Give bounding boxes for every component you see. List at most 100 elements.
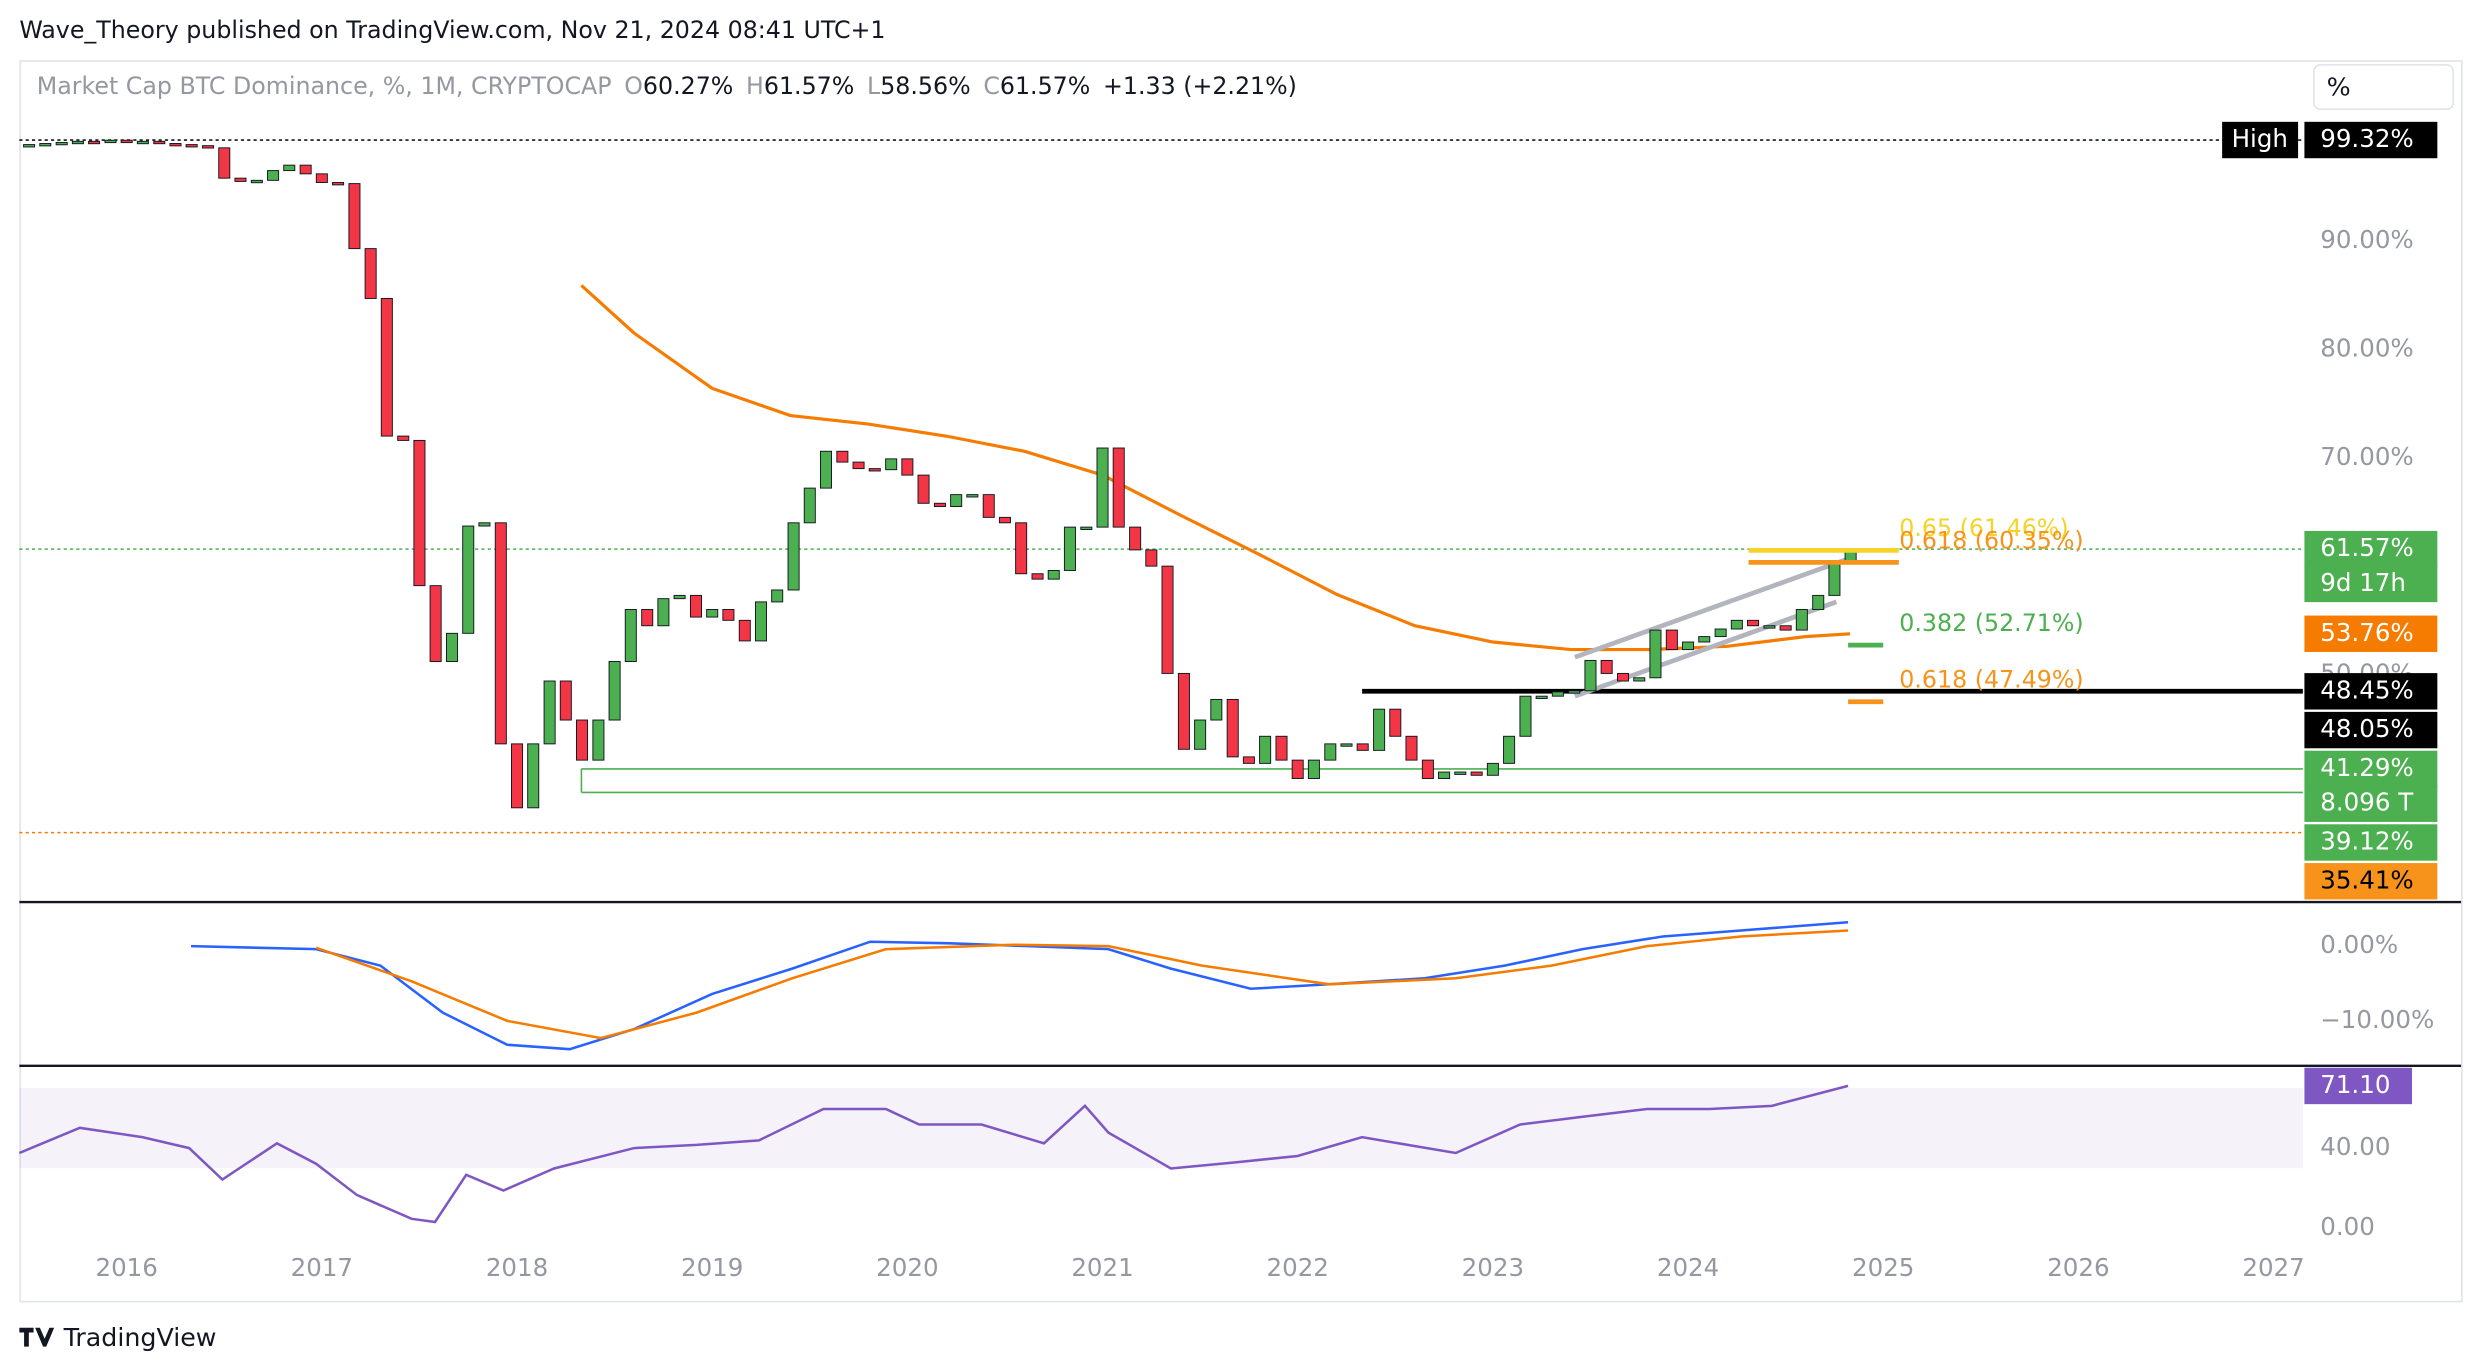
x-tick-label: 2021 bbox=[1071, 1253, 1133, 1282]
candle bbox=[462, 525, 475, 634]
candle bbox=[885, 458, 898, 471]
candle bbox=[1307, 759, 1320, 780]
candle bbox=[494, 522, 507, 745]
symbol: Market Cap BTC Dominance, %, 1M, CRYPTOC… bbox=[37, 72, 612, 100]
scale-button[interactable] bbox=[2313, 64, 2454, 110]
ohlc-value: 61.57% bbox=[764, 72, 854, 100]
candle bbox=[1470, 771, 1483, 776]
y-tick-label: 40.00 bbox=[2320, 1132, 2390, 1161]
x-tick-label: 2025 bbox=[1852, 1253, 1914, 1282]
candle bbox=[1373, 708, 1386, 751]
candle bbox=[1080, 526, 1093, 530]
trend-line bbox=[1574, 555, 1853, 660]
candle bbox=[787, 522, 800, 591]
fib-label: 0.618 (60.35%) bbox=[1899, 526, 2083, 554]
x-tick-label: 2022 bbox=[1267, 1253, 1329, 1282]
candle bbox=[950, 494, 963, 508]
candle bbox=[1275, 735, 1288, 761]
ohlc-key: C bbox=[983, 72, 1000, 100]
price-tag: 48.05% bbox=[2320, 714, 2413, 743]
x-tick-label: 2024 bbox=[1657, 1253, 1719, 1282]
candle bbox=[1568, 690, 1581, 694]
y-tick-label: 80.00% bbox=[2320, 333, 2413, 362]
candle bbox=[1665, 629, 1678, 651]
candle bbox=[55, 141, 68, 146]
candle bbox=[380, 297, 393, 437]
candle bbox=[1389, 708, 1402, 737]
candle bbox=[771, 589, 784, 603]
candle bbox=[283, 164, 296, 172]
candle bbox=[641, 609, 654, 627]
candle bbox=[722, 609, 735, 621]
candle bbox=[169, 143, 182, 147]
ohlc-key: H bbox=[746, 72, 764, 100]
price-tag: 61.57% bbox=[2320, 533, 2413, 562]
price-tag-bg bbox=[2304, 615, 2438, 652]
candle bbox=[559, 680, 572, 721]
candle bbox=[39, 143, 52, 147]
indicator-line bbox=[315, 929, 1849, 1040]
candle bbox=[819, 450, 832, 489]
x-tick-label: 2023 bbox=[1462, 1253, 1524, 1282]
y-tick-label: −10.00% bbox=[2320, 1005, 2434, 1034]
candle bbox=[153, 140, 166, 145]
candle bbox=[1551, 691, 1564, 697]
candle bbox=[1405, 735, 1418, 761]
fib-label: 0.382 (52.71%) bbox=[1899, 609, 2083, 637]
price-tag: 8.096 T bbox=[2320, 788, 2414, 817]
ohlc-value: 58.56% bbox=[880, 72, 970, 100]
x-tick-label: 2026 bbox=[2047, 1253, 2109, 1282]
candle bbox=[803, 487, 816, 524]
candle bbox=[1031, 573, 1044, 580]
x-tick-label: 2027 bbox=[2242, 1253, 2304, 1282]
candle bbox=[1828, 561, 1841, 596]
legend: Market Cap BTC Dominance, %, 1M, CRYPTOC… bbox=[37, 72, 1297, 100]
candle bbox=[267, 170, 280, 181]
y-tick-label: 70.00% bbox=[2320, 442, 2413, 471]
candle bbox=[397, 435, 410, 441]
y-tick-label: 0.00 bbox=[2320, 1212, 2375, 1241]
brand: TradingView bbox=[63, 1323, 217, 1352]
candle bbox=[315, 173, 328, 183]
candle bbox=[23, 144, 36, 148]
price-tag-bg bbox=[2304, 530, 2438, 568]
candle bbox=[1356, 743, 1369, 751]
fib-label: 0.65 (61.46%) bbox=[1899, 514, 2068, 542]
candle bbox=[738, 619, 751, 642]
candle bbox=[1129, 526, 1142, 551]
candle bbox=[1242, 756, 1255, 764]
candle bbox=[1730, 619, 1743, 630]
ohlc-value: 61.57% bbox=[1000, 72, 1090, 100]
candle bbox=[332, 182, 345, 186]
price-tag-bg bbox=[2304, 711, 2438, 749]
candle bbox=[1063, 526, 1076, 571]
candle bbox=[1161, 565, 1174, 674]
candle bbox=[1600, 659, 1613, 674]
candle bbox=[1779, 625, 1792, 631]
candle bbox=[413, 439, 426, 587]
candle bbox=[1535, 695, 1548, 700]
candle bbox=[1503, 735, 1516, 764]
candle bbox=[250, 179, 263, 184]
candle bbox=[71, 140, 84, 145]
candle bbox=[299, 164, 312, 175]
candle bbox=[234, 177, 247, 182]
candle bbox=[624, 609, 637, 662]
high-tag: 99.32% bbox=[2320, 124, 2413, 153]
candle bbox=[1291, 759, 1304, 780]
y-tick-label: 90.00% bbox=[2320, 225, 2413, 254]
x-tick-label: 2016 bbox=[95, 1253, 157, 1282]
candle bbox=[1682, 641, 1695, 651]
candle bbox=[689, 594, 703, 618]
price-tag: 41.29% bbox=[2320, 753, 2413, 782]
candle bbox=[1747, 619, 1760, 627]
price-tag-bg bbox=[2304, 863, 2438, 900]
candle bbox=[1649, 629, 1662, 679]
candle bbox=[1177, 672, 1190, 750]
scale-button-label[interactable]: % bbox=[2327, 73, 2351, 102]
candle bbox=[527, 743, 540, 809]
rsi-band bbox=[19, 1088, 2303, 1169]
candle bbox=[1226, 698, 1239, 758]
